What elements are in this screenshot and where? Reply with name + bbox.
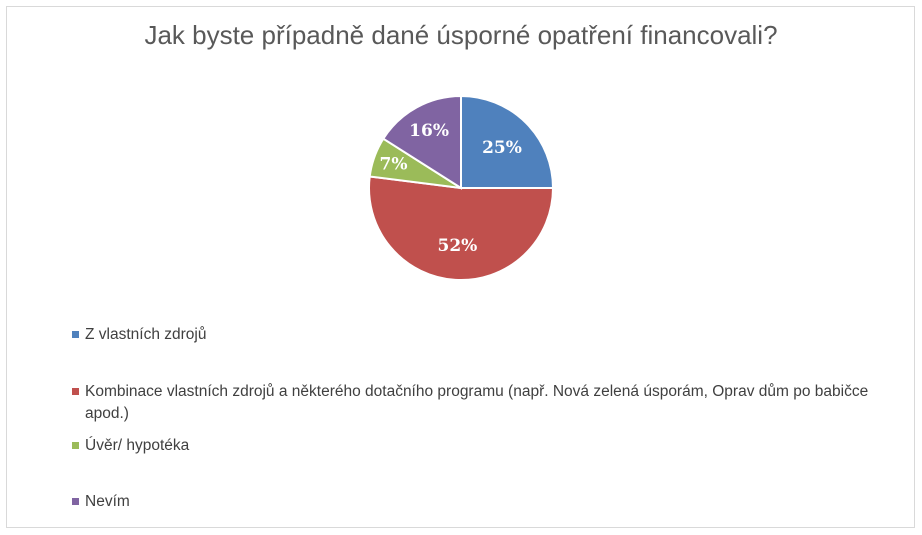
legend-swatch — [72, 388, 79, 395]
legend-label: Nevím — [85, 493, 130, 510]
pie-slice-label: 16% — [409, 121, 449, 141]
legend-item-uver-hypoteka: Úvěr/ hypotéka — [72, 435, 872, 457]
pie-slice-label: 52% — [438, 236, 478, 256]
pie-slice — [460, 94, 555, 189]
pie-slice-label: 7% — [379, 155, 407, 175]
pie-slice-label: 25% — [482, 138, 522, 158]
pie-slice — [381, 94, 462, 190]
legend-label: Úvěr/ hypotéka — [85, 437, 190, 454]
chart-title: Jak byste případně dané úsporné opatření… — [144, 20, 778, 50]
legend-swatch — [72, 442, 79, 449]
legend-swatch — [72, 331, 79, 338]
legend-label: Kombinace vlastních zdrojů a některého d… — [85, 383, 869, 422]
pie-slice — [368, 175, 555, 282]
legend-swatch — [72, 498, 79, 505]
legend-item-z-vlastnich-zdroju: Z vlastních zdrojů — [72, 324, 872, 346]
legend-item-nevim: Nevím — [72, 491, 872, 513]
legend-label: Z vlastních zdrojů — [85, 326, 207, 343]
legend-item-kombinace: Kombinace vlastních zdrojů a některého d… — [72, 381, 872, 425]
